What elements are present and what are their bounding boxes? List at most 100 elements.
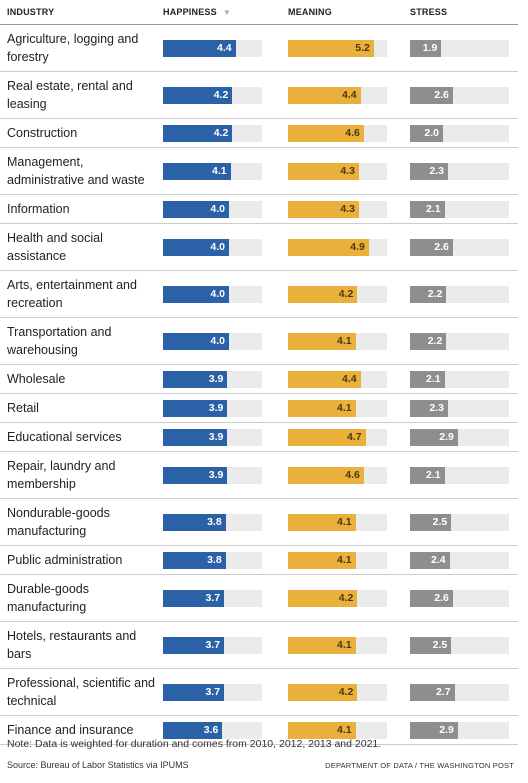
value-label: 4.6 <box>345 468 360 481</box>
bar-track: 3.9 <box>163 466 262 484</box>
bar <box>163 466 228 484</box>
bar-track: 4.4 <box>288 370 387 388</box>
value-label: 2.7 <box>435 685 451 698</box>
value-cell: 4.1 <box>288 721 410 739</box>
value-label: 2.4 <box>430 553 446 566</box>
value-cell: 4.1 <box>288 332 410 350</box>
industry-label: Retail <box>7 401 39 415</box>
value-cell: 3.7 <box>163 589 288 607</box>
value-cell: 2.4 <box>410 551 518 569</box>
value-cell: 4.2 <box>163 86 288 104</box>
value-cell: 2.0 <box>410 124 518 142</box>
source: Source: Bureau of Labor Statistics via I… <box>7 760 189 770</box>
column-header-text: STRESS <box>410 7 448 17</box>
value-cell: 4.0 <box>163 200 288 218</box>
industry-label: Transportation and warehousing <box>7 325 112 357</box>
bar-track: 4.3 <box>288 162 387 180</box>
bar <box>163 285 229 303</box>
value-label: 4.1 <box>337 553 352 566</box>
value-cell: 3.8 <box>163 513 288 531</box>
bar-track: 3.9 <box>163 370 262 388</box>
industry-label: Nondurable-goods manufacturing <box>7 506 110 538</box>
industry-label: Finance and insurance <box>7 723 134 737</box>
bar-track: 2.1 <box>410 466 509 484</box>
value-label: 2.6 <box>434 591 449 604</box>
value-cell: 4.0 <box>163 285 288 303</box>
table-row: Nondurable-goods manufacturing 3.8 4.1 2.5 <box>0 499 518 546</box>
value-label: 3.6 <box>203 723 219 736</box>
bar <box>163 332 229 350</box>
bar-track: 4.1 <box>288 332 387 350</box>
industry-label: Construction <box>7 126 78 140</box>
table-row: Educational services 3.9 4.7 2.9 <box>0 423 518 452</box>
industry-label: Durable-goods manufacturing <box>7 582 89 614</box>
industry-label: Health and social assistance <box>7 231 103 263</box>
table-row: Wholesale 3.9 4.4 2.1 <box>0 365 518 394</box>
bar-track: 2.5 <box>410 513 509 531</box>
value-cell: 4.1 <box>288 399 410 417</box>
value-label: 4.2 <box>338 591 354 604</box>
bar-track: 3.8 <box>163 551 262 569</box>
value-label: 5.2 <box>355 41 370 54</box>
bar-track: 4.0 <box>163 285 262 303</box>
bar <box>163 370 228 388</box>
bar <box>288 636 356 654</box>
value-label: 2.6 <box>434 240 449 253</box>
table-row: Arts, entertainment and recreation 4.0 4.2… <box>0 271 518 318</box>
bar-track: 4.0 <box>163 200 262 218</box>
bar <box>163 551 226 569</box>
bar <box>288 428 366 446</box>
bar-track: 4.1 <box>163 162 262 180</box>
bar-track: 3.7 <box>163 589 262 607</box>
value-label: 4.2 <box>213 88 229 101</box>
bar <box>163 589 225 607</box>
bar <box>288 162 359 180</box>
value-label: 2.3 <box>429 164 444 177</box>
industry-label: Arts, entertainment and recreation <box>7 278 137 310</box>
value-cell: 2.9 <box>410 721 518 739</box>
bar-track: 4.7 <box>288 428 387 446</box>
value-cell: 4.2 <box>163 124 288 142</box>
table-row: Agriculture, logging and forestry 4.4 5.2 1… <box>0 25 518 72</box>
bar-track: 2.6 <box>410 238 509 256</box>
table-row: Transportation and warehousing 4.0 4.1 2.2 <box>0 318 518 365</box>
bar-track: 4.2 <box>163 86 262 104</box>
value-label: 2.2 <box>427 287 443 300</box>
bar <box>288 39 374 57</box>
value-label: 4.2 <box>213 126 229 139</box>
bar <box>163 86 233 104</box>
value-cell: 3.8 <box>163 551 288 569</box>
value-cell: 2.1 <box>410 200 518 218</box>
value-label: 3.9 <box>208 401 224 414</box>
bar-track: 4.9 <box>288 238 387 256</box>
bar-track: 3.8 <box>163 513 262 531</box>
bar-track: 2.5 <box>410 636 509 654</box>
bar-track: 3.7 <box>163 636 262 654</box>
bar-track: 2.1 <box>410 370 509 388</box>
column-header: HAPPINESS ▼ <box>163 7 288 17</box>
bar-track: 4.3 <box>288 200 387 218</box>
value-label: 2.5 <box>432 515 448 528</box>
value-cell: 1.9 <box>410 39 518 57</box>
bar-track: 2.3 <box>410 162 509 180</box>
bar <box>288 721 356 739</box>
value-cell: 4.9 <box>288 238 410 256</box>
table-row: Management, administrative and waste 4.1 4… <box>0 148 518 195</box>
bar <box>288 589 358 607</box>
bar-track: 4.2 <box>288 285 387 303</box>
bar <box>288 238 369 256</box>
value-cell: 3.9 <box>163 466 288 484</box>
value-label: 3.9 <box>208 468 224 481</box>
value-cell: 4.2 <box>288 683 410 701</box>
value-cell: 4.7 <box>288 428 410 446</box>
bar-track: 3.9 <box>163 399 262 417</box>
bar <box>410 285 447 303</box>
value-cell: 4.1 <box>288 636 410 654</box>
industry-label: Wholesale <box>7 372 66 386</box>
bar <box>410 370 445 388</box>
bar-track: 4.1 <box>288 636 387 654</box>
industry-label: Information <box>7 202 70 216</box>
value-label: 4.0 <box>210 287 225 300</box>
bar-track: 2.9 <box>410 721 509 739</box>
bar <box>410 162 448 180</box>
